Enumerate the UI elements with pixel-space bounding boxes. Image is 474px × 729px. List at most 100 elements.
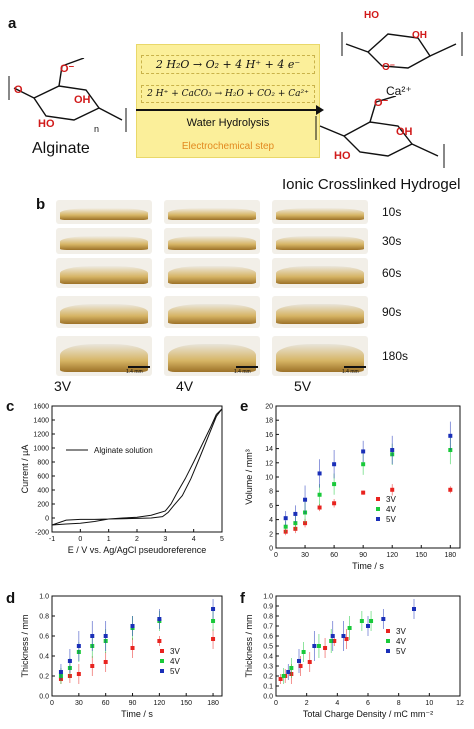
hydrogel-photo: 1.4 mm xyxy=(56,336,152,376)
hydrogel-droplet xyxy=(168,304,256,324)
data-point xyxy=(303,497,308,502)
data-point xyxy=(90,664,95,668)
data-point xyxy=(369,619,374,623)
hydrogel-photo xyxy=(164,200,260,224)
y-tick-label: 18 xyxy=(265,418,273,425)
hydrogel-droplet xyxy=(276,266,364,284)
plot-frame xyxy=(51,405,223,533)
y-tick-label: 1600 xyxy=(33,404,49,411)
plot-frame xyxy=(51,595,223,697)
y-tick-label: 400 xyxy=(37,488,49,495)
legend-marker xyxy=(160,669,164,673)
panel-label-a: a xyxy=(8,15,17,32)
scale-bar xyxy=(344,366,366,368)
data-point xyxy=(361,462,366,467)
cv-curve xyxy=(51,408,223,526)
y-tick-label: 0.0 xyxy=(39,694,49,701)
y-tick-label: -200 xyxy=(35,530,49,537)
y-axis-label: Thickness / mm xyxy=(244,614,254,677)
y-tick-label: 1.0 xyxy=(39,594,49,601)
hydrogel-photo xyxy=(272,296,368,328)
atom-ho-top: HO xyxy=(364,10,379,21)
plot-frame xyxy=(275,405,461,549)
data-point xyxy=(298,664,303,668)
data-point xyxy=(211,619,216,623)
data-point xyxy=(211,607,216,611)
data-point xyxy=(347,626,352,630)
x-tick-label: 30 xyxy=(301,552,309,559)
data-point xyxy=(289,666,294,670)
x-tick-label: 8 xyxy=(397,700,401,707)
data-point xyxy=(344,637,349,641)
panel-label-b: b xyxy=(36,196,46,213)
hydrogel-photo xyxy=(56,258,152,288)
y-tick-label: 1.0 xyxy=(263,594,273,601)
hydrogel-photo xyxy=(56,296,152,328)
legend-label: 4V xyxy=(386,505,396,514)
data-point xyxy=(157,617,162,621)
legend-label: 5V xyxy=(386,515,396,524)
legend-marker xyxy=(386,649,390,653)
atom-o: O xyxy=(14,84,23,96)
x-tick-label: 60 xyxy=(102,700,110,707)
legend-label: Alginate solution xyxy=(94,446,153,455)
data-point xyxy=(412,607,416,611)
hydrogel-photo xyxy=(272,200,368,224)
hydrogel-droplet xyxy=(168,208,256,220)
chart-thickness-vs-time: 0 30 60 90 120 150 180 0.0 0.2 0.4 0.6 0.8 1.0 Time /… xyxy=(20,594,223,719)
panel-label-f: f xyxy=(240,590,245,607)
hydrogel-photo xyxy=(164,228,260,254)
data-point xyxy=(317,492,322,497)
legend-label: 3V xyxy=(396,627,406,636)
y-tick-label: 12 xyxy=(265,460,273,467)
data-point xyxy=(103,660,108,664)
x-tick-label: 0 xyxy=(78,536,82,543)
hydrogel-droplet xyxy=(60,208,148,220)
y-tick-label: 1000 xyxy=(33,446,49,453)
x-tick-label: 120 xyxy=(154,700,166,707)
scale-bar-label: 1.4 mm xyxy=(234,369,251,375)
time-label: 30s xyxy=(382,234,402,248)
data-point xyxy=(76,644,81,648)
data-point xyxy=(381,617,386,621)
data-point xyxy=(316,644,321,648)
step-label: Electrochemical step xyxy=(181,141,275,152)
x-tick-label: 5 xyxy=(220,536,224,543)
time-label: 60s xyxy=(382,266,402,280)
data-point xyxy=(286,670,291,674)
y-tick-label: 0 xyxy=(269,546,273,553)
calcium-ion: Ca²⁺ xyxy=(386,84,412,98)
data-point xyxy=(312,644,317,648)
data-point xyxy=(341,634,346,638)
hydrogel-photo xyxy=(164,296,260,328)
data-point xyxy=(211,637,216,641)
atom-oh-top: OH xyxy=(412,30,427,41)
voltage-label-3v: 3V xyxy=(54,378,72,394)
data-point xyxy=(283,516,288,521)
hydrogel-label: Ionic Crosslinked Hydrogel xyxy=(282,176,461,193)
x-tick-label: 0 xyxy=(50,700,54,707)
crosslinked-structure-top xyxy=(341,32,463,69)
data-point xyxy=(390,487,395,492)
scale-bar-label: 1.4 mm xyxy=(126,369,143,375)
y-tick-label: 0.8 xyxy=(39,614,49,621)
x-tick-label: 1 xyxy=(107,536,111,543)
hydrogel-droplet xyxy=(60,266,148,284)
y-tick-label: 0.1 xyxy=(263,684,273,691)
hydrogel-photo xyxy=(272,228,368,254)
y-tick-label: 0.8 xyxy=(263,614,273,621)
data-point xyxy=(317,471,322,476)
y-tick-label: 14 xyxy=(265,446,273,453)
data-point xyxy=(76,672,81,676)
x-tick-label: 180 xyxy=(444,552,456,559)
voltage-label-5v: 5V xyxy=(294,378,312,394)
x-tick-label: 150 xyxy=(415,552,427,559)
x-tick-label: 2 xyxy=(135,536,139,543)
y-tick-label: 1400 xyxy=(33,418,49,425)
data-point xyxy=(278,677,283,681)
y-tick-label: 0.9 xyxy=(263,604,273,611)
data-point xyxy=(303,521,308,526)
reaction-arrow xyxy=(136,105,324,115)
y-tick-label: 8 xyxy=(269,489,273,496)
data-point xyxy=(366,624,370,628)
